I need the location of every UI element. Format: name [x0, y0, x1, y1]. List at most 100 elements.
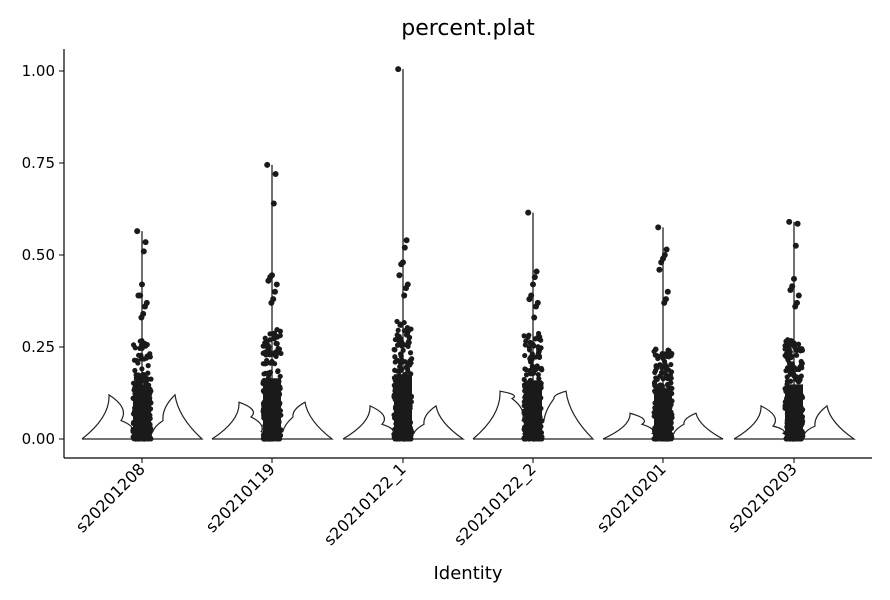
data-point — [530, 341, 536, 347]
dense-points-block — [785, 384, 803, 441]
outlier-point — [398, 261, 405, 268]
data-point — [142, 340, 148, 346]
dense-points-block — [263, 378, 281, 441]
violins-layer — [81, 66, 856, 442]
x-tick-label: s20210119 — [202, 459, 279, 536]
data-point — [787, 349, 793, 355]
data-point — [404, 325, 411, 331]
data-point — [267, 337, 273, 343]
y-tick-label: 0.00 — [22, 430, 55, 448]
data-point — [535, 371, 541, 378]
outlier-point — [533, 303, 539, 310]
y-tick-label: 0.50 — [22, 246, 55, 264]
data-point — [267, 369, 274, 375]
x-axis-ticks: s20201208 s20210119 s20210122_1 s20210122_2… — [72, 458, 801, 550]
outlier-point — [134, 228, 141, 235]
data-point — [139, 345, 145, 351]
outlier-point — [265, 277, 272, 284]
outlier-point — [142, 239, 149, 246]
dense-points-block — [524, 380, 542, 441]
data-point — [394, 342, 401, 348]
violin-group-s20210119 — [211, 161, 334, 442]
outlier-point — [526, 296, 533, 303]
data-point — [523, 372, 530, 378]
data-point — [401, 319, 407, 326]
data-point — [261, 371, 267, 377]
data-point — [275, 368, 281, 374]
violin-group-s20210122_2 — [472, 209, 595, 442]
outlier-point — [658, 259, 665, 266]
outlier-point — [663, 246, 670, 253]
data-point — [264, 357, 270, 364]
outlier-point — [791, 275, 797, 282]
x-tick-label: s20210203 — [724, 459, 801, 536]
outlier-point — [135, 292, 142, 299]
data-point — [784, 365, 791, 371]
data-point — [536, 346, 542, 352]
outlier-point — [142, 303, 148, 310]
x-tick-label: s20210122_1 — [320, 459, 410, 549]
data-point — [392, 367, 398, 373]
data-point — [267, 331, 273, 337]
outlier-point — [268, 299, 275, 306]
data-point — [404, 366, 411, 372]
data-point — [137, 338, 143, 344]
data-point — [787, 368, 793, 375]
outlier-point — [396, 272, 403, 279]
outlier-point — [395, 66, 402, 73]
data-point — [395, 327, 401, 333]
outlier-point — [403, 285, 409, 292]
outlier-point — [794, 220, 801, 227]
data-point — [522, 352, 528, 359]
data-point — [396, 368, 402, 375]
data-point — [536, 376, 542, 382]
outlier-point — [525, 209, 532, 216]
data-point — [796, 376, 802, 382]
data-point — [787, 342, 793, 348]
outlier-point — [792, 303, 799, 310]
outlier-point — [795, 292, 802, 299]
x-axis-label: Identity — [434, 563, 503, 584]
data-point — [793, 366, 800, 372]
data-point — [538, 365, 545, 372]
y-tick-label: 1.00 — [22, 62, 55, 80]
data-point — [795, 341, 802, 347]
data-point — [266, 350, 272, 356]
violin-group-s20210122_1 — [342, 66, 465, 442]
dense-points-block — [133, 384, 151, 441]
data-point — [665, 376, 671, 382]
data-point — [133, 374, 140, 380]
outlier-point — [138, 314, 145, 321]
data-point — [272, 361, 278, 367]
outlier-point — [401, 292, 408, 299]
data-point — [272, 350, 278, 356]
data-point — [397, 322, 403, 328]
data-point — [398, 353, 404, 359]
data-point — [134, 357, 140, 364]
chart-title: percent.plat — [401, 16, 535, 41]
data-point — [799, 346, 805, 352]
y-axis-ticks: 0.00 0.25 0.50 0.75 1.00 — [22, 62, 64, 448]
data-point — [521, 333, 527, 339]
data-point — [660, 355, 666, 362]
y-tick-label: 0.25 — [22, 338, 55, 356]
data-point — [271, 336, 277, 342]
data-point — [653, 352, 660, 358]
data-point — [793, 352, 800, 358]
data-point — [784, 378, 790, 384]
data-point — [394, 332, 400, 338]
data-point — [663, 365, 670, 372]
data-point — [399, 359, 405, 365]
outlier-point — [272, 171, 279, 178]
violin-group-s20210203 — [733, 218, 856, 442]
data-point — [405, 343, 411, 349]
outlier-point — [139, 281, 145, 288]
data-point — [788, 353, 795, 359]
data-point — [526, 344, 532, 351]
data-point — [407, 350, 414, 356]
data-point — [139, 366, 145, 372]
data-point — [651, 348, 657, 355]
outlier-point — [272, 288, 278, 295]
x-tick-label: s20210201 — [593, 459, 670, 536]
outlier-point — [273, 281, 280, 288]
